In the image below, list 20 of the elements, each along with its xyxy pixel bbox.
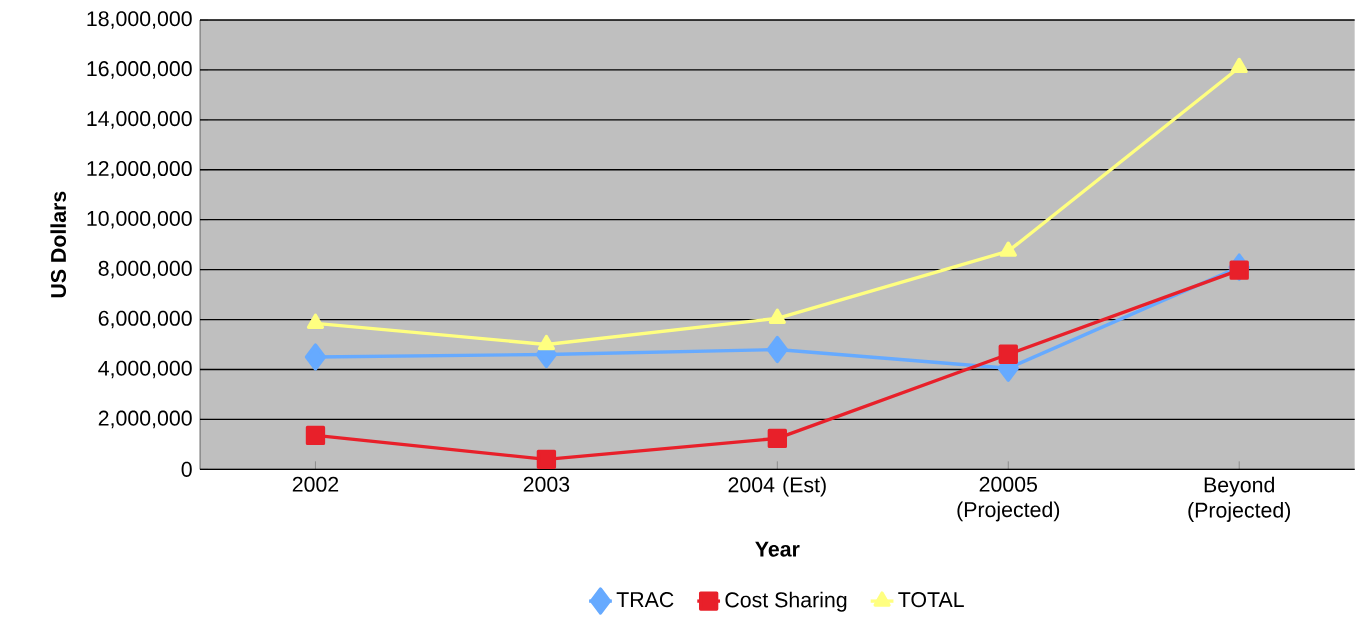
x-tick-label: 2002 <box>292 476 339 492</box>
y-tick-label: 0 <box>181 461 192 477</box>
y-tick-label: 18,000,000 <box>87 11 192 29</box>
x-tick-label: Beyond (Projected) <box>1188 476 1291 522</box>
y-tick-label: 8,000,000 <box>98 260 192 279</box>
y-tick-label: 12,000,000 <box>87 160 192 179</box>
x-tick-label: 20005 (Projected) <box>957 476 1060 522</box>
y-tick-label: 16,000,000 <box>87 61 192 79</box>
x-axis-title: Year <box>755 541 800 557</box>
y-tick-label: 6,000,000 <box>98 310 192 329</box>
y-axis-title: US Dollars <box>50 191 67 298</box>
y-tick-label: 4,000,000 <box>98 360 192 379</box>
legend-label: TRAC <box>616 592 674 608</box>
y-tick-label: 10,000,000 <box>87 210 192 229</box>
x-tick-label: 2004 (Est) <box>728 476 826 497</box>
x-tick-label: 2003 <box>523 476 570 492</box>
y-tick-label: 2,000,000 <box>98 410 192 429</box>
legend-label: TOTAL <box>898 592 964 608</box>
y-tick-label: 14,000,000 <box>87 111 192 129</box>
legend-label: Cost Sharing <box>725 591 847 612</box>
